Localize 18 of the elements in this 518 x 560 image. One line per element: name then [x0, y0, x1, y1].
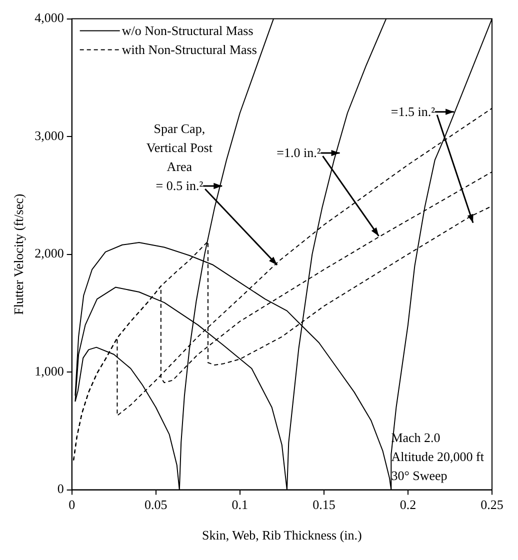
legend-label: with Non-Structural Mass: [122, 42, 257, 57]
x-tick-label: 0.25: [480, 497, 504, 512]
x-tick-label: 0.05: [144, 497, 168, 512]
annotation: =1.0 in.²: [276, 145, 321, 160]
annotation: =1.5 in.²: [390, 104, 436, 119]
annotation: Spar Cap, Vertical Post Area = 0.5 in.²: [146, 121, 213, 194]
x-tick-label: 0.1: [232, 497, 248, 512]
x-axis-title: Skin, Web, Rib Thickness (in.): [202, 528, 362, 543]
x-tick-label: 0: [68, 497, 76, 512]
y-tick-label: 1,000: [34, 363, 64, 378]
x-tick-label: 0.15: [312, 497, 336, 512]
y-tick-label: 4,000: [34, 10, 64, 26]
y-axis-title: Flutter Velocity (ft/sec): [11, 194, 26, 315]
y-tick-label: 2,000: [34, 246, 64, 261]
legend-label: w/o Non-Structural Mass: [122, 22, 254, 38]
y-tick-label: 0: [57, 481, 64, 496]
x-tick-label: 0.2: [400, 497, 416, 512]
y-tick-label: 3,000: [34, 128, 64, 143]
